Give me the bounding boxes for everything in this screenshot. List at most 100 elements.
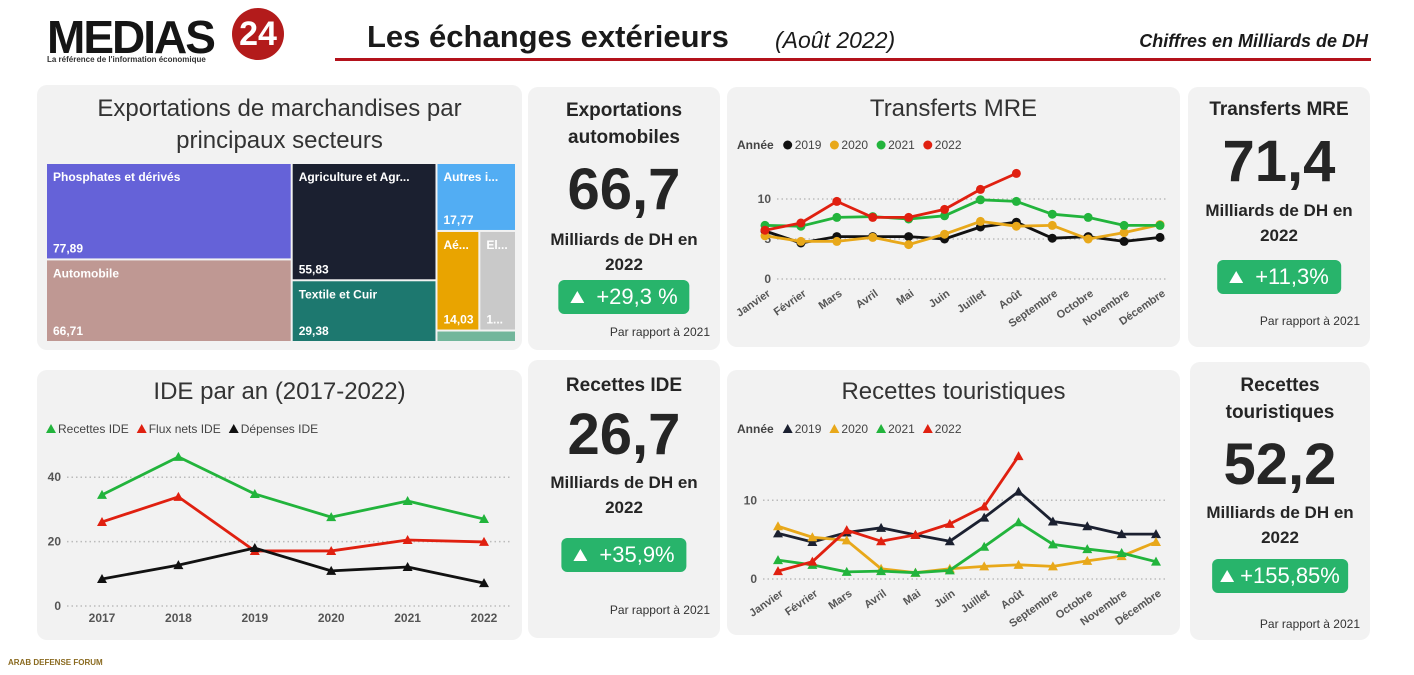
legend-title: Année (737, 422, 774, 436)
point (1151, 556, 1161, 566)
x-tick-label: Avril (854, 288, 881, 312)
kpi-value: 71,4 (1222, 129, 1336, 194)
chart-title: Recettes touristiques (841, 378, 1066, 405)
point (1083, 212, 1093, 222)
point (796, 236, 806, 246)
point (97, 489, 107, 499)
cell-label: Agriculture et Agr... (299, 170, 410, 184)
point (1116, 529, 1127, 539)
point (876, 566, 887, 576)
up-arrow (1220, 570, 1235, 582)
point (1013, 559, 1024, 569)
point (1011, 221, 1021, 231)
legend-label: 2022 (935, 138, 962, 152)
treemap-cell (437, 331, 515, 341)
page-title: Les échanges extérieurs (367, 19, 729, 54)
point (402, 496, 413, 506)
cell-value: 1... (486, 313, 503, 327)
point (1119, 236, 1129, 246)
x-tick-label: 2021 (394, 611, 421, 625)
point (807, 556, 818, 566)
legend-label: 2020 (841, 422, 868, 436)
legend-marker (783, 140, 793, 150)
series-line (101, 455, 485, 521)
point (979, 561, 990, 571)
treemap: Phosphates et dérivés 77,89 Automobile 66,7… (47, 164, 515, 341)
legend-marker (136, 424, 147, 433)
legend-marker (782, 424, 793, 433)
point (402, 562, 413, 572)
logo: MEDIAS (47, 11, 216, 63)
kpi-change: +155,85% (1212, 559, 1348, 593)
point (979, 541, 990, 551)
point (1155, 232, 1165, 242)
treemap-cell (292, 164, 436, 280)
point (249, 488, 260, 498)
point (944, 518, 955, 528)
line-panel: 0510JanvierFévrierMarsAvrilMaiJuinJuille… (727, 87, 1180, 347)
cell-value: 77,89 (53, 241, 83, 255)
legend-title: Année (737, 138, 774, 152)
kpi-note: Par rapport à 2021 (1259, 314, 1360, 328)
legend-label: Flux nets IDE (149, 422, 221, 436)
point (1082, 521, 1093, 531)
point (326, 565, 337, 575)
cell-label: Autres i... (443, 170, 498, 184)
point (479, 536, 489, 546)
kpi-change-text: +155,85% (1240, 563, 1340, 588)
x-tick-label: Janvier (734, 287, 773, 319)
kpi-change: +29,3 % (558, 280, 690, 314)
y-tick-label: 20 (48, 535, 62, 549)
series-line (777, 524, 1157, 575)
kpi-value: 26,7 (567, 402, 681, 467)
cell-value: 66,71 (53, 324, 83, 338)
series-line (101, 546, 485, 585)
kpi-change: +11,3% (1217, 260, 1341, 294)
point (832, 212, 842, 222)
point (944, 536, 955, 546)
x-tick-label: Mars (827, 588, 855, 613)
point (876, 522, 887, 532)
legend-label: 2019 (795, 422, 822, 436)
series-line (764, 198, 1160, 228)
point (1082, 544, 1093, 554)
kpi-unit: Milliards de DH en 2022 (1206, 503, 1354, 547)
line-chart: 0 20 40 2017 2018 2019 2020 2021 2022 Recettes ID… (46, 422, 512, 625)
kpi-note: Par rapport à 2021 (609, 325, 710, 339)
period: (Août 2022) (775, 27, 896, 53)
point (173, 491, 184, 501)
legend-label: 2021 (888, 138, 915, 152)
kpi-unit: Milliards de DH en 2022 (550, 230, 698, 274)
legend-marker (829, 424, 840, 433)
point (807, 536, 818, 546)
point (1083, 234, 1093, 244)
cell-label: Phosphates et dérivés (53, 170, 181, 184)
up-arrow (570, 291, 585, 303)
cell-label: El... (486, 238, 507, 252)
point (97, 573, 107, 583)
series-line (764, 172, 1017, 232)
point (1047, 209, 1057, 219)
treemap-panel: Phosphates et dérivés 77,89 Automobile 66,7… (37, 85, 522, 350)
kpi-change-text: +35,9% (599, 542, 675, 567)
kpi-title: Recettes IDE (565, 375, 683, 396)
treemap-cell (437, 231, 479, 330)
x-tick-label: 2020 (318, 611, 345, 625)
point (832, 196, 842, 206)
y-tick-label: 40 (48, 470, 62, 484)
kpi-title: Transferts MRE (1209, 99, 1349, 120)
point (479, 514, 489, 524)
point (1047, 539, 1058, 549)
point (1082, 555, 1093, 565)
point (760, 225, 770, 235)
legend-marker (228, 424, 239, 433)
x-tick-label: 2022 (471, 611, 498, 625)
x-tick-label: Juillet (955, 287, 988, 315)
x-tick-label: 2017 (89, 611, 116, 625)
point (173, 560, 184, 570)
header-rule (335, 58, 1371, 61)
treemap-cell (47, 164, 291, 259)
kpi-title: Exportations automobiles (565, 100, 683, 148)
legend-label: 2019 (795, 138, 822, 152)
